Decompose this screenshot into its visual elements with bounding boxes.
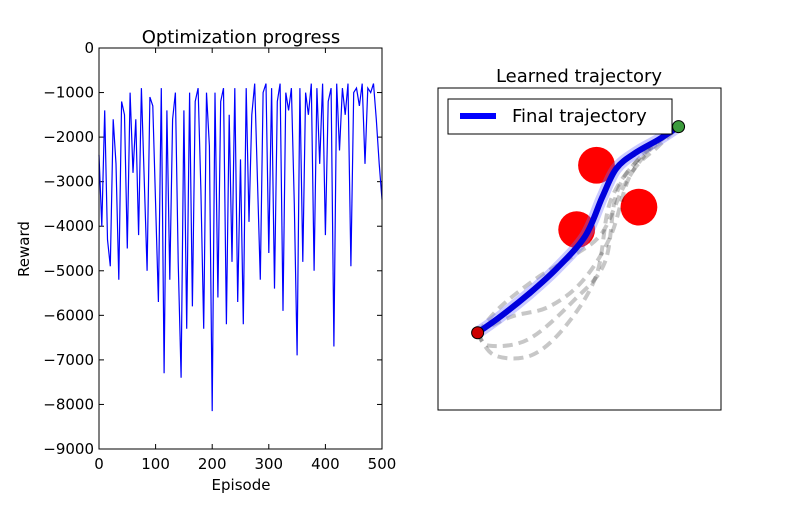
y-tick-label: −3000 — [43, 173, 94, 191]
start-marker — [471, 326, 485, 340]
trajectory-plot: Learned trajectory Final trajectory — [437, 66, 722, 411]
goal-marker — [672, 120, 686, 134]
x-tick-label: 400 — [311, 455, 340, 473]
y-tick-label: 0 — [84, 39, 94, 57]
y-tick-label: −6000 — [43, 306, 94, 324]
reward-plot-title: Optimization progress — [142, 27, 341, 48]
reward-plot: Optimization progress 0 100 200 300 400 5000−… — [15, 27, 396, 494]
candidate-trajectory — [475, 125, 680, 361]
y-tick-label: −2000 — [43, 128, 94, 146]
y-axis-label: Reward — [15, 221, 33, 277]
trajectory-content — [471, 120, 686, 361]
y-tick-label: −8000 — [43, 395, 94, 413]
x-axis-label: Episode — [212, 476, 271, 494]
legend-label-final-trajectory: Final trajectory — [512, 106, 647, 127]
y-tick-label: −4000 — [43, 217, 94, 235]
y-tick-label: −5000 — [43, 262, 94, 280]
candidate-trajectory — [475, 125, 680, 349]
x-tick-label: 0 — [94, 455, 104, 473]
x-tick-label: 100 — [141, 455, 170, 473]
candidate-trajectory — [476, 125, 680, 335]
y-tick-label: −1000 — [43, 84, 94, 102]
reward-plot-frame — [98, 47, 383, 450]
obstacle-circle — [620, 188, 658, 226]
x-tick-label: 300 — [254, 455, 283, 473]
obstacle-circle — [578, 146, 615, 184]
trajectory-plot-frame — [437, 87, 722, 411]
candidate-trajectory — [476, 125, 680, 335]
legend: Final trajectory — [447, 98, 673, 135]
y-tick-label: −9000 — [43, 440, 94, 458]
x-tick-label: 200 — [198, 455, 227, 473]
final-trajectory-line — [474, 123, 682, 336]
reward-series-line — [98, 83, 383, 412]
y-tick-label: −7000 — [43, 351, 94, 369]
reward-plot-ticks: 0 100 200 300 400 500 0 −1000 −2000 −3000 −4000 −50… — [43, 39, 396, 473]
x-tick-label: 500 — [368, 455, 397, 473]
trajectory-plot-title: Learned trajectory — [496, 66, 662, 87]
